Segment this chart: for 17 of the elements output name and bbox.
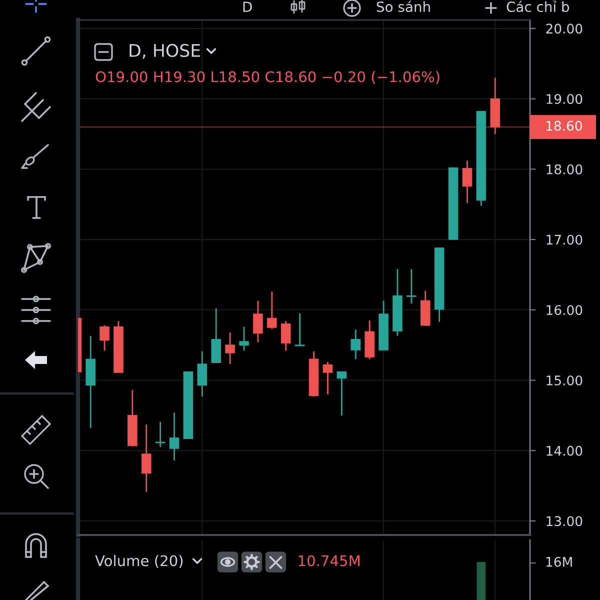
text: So sánh: [376, 0, 430, 12]
y-tick-label: 20.00: [546, 24, 582, 34]
y-tick-label: 17.00: [546, 234, 582, 245]
text: D: [243, 2, 252, 12]
text: D, HOSE: [130, 44, 200, 59]
y-tick-label: 19.00: [546, 94, 582, 104]
text: 16M: [546, 556, 572, 567]
chart-title: Volume (20): [95, 554, 183, 568]
annotation: 10.745M: [298, 555, 360, 566]
text: O19.00 H19.30 L18.50 C18.60 −0.20 (−1.06%): [96, 70, 440, 84]
y-tick-label: 14.00: [546, 446, 582, 456]
text: Các chỉ b: [506, 0, 570, 12]
y-tick-label: 15.00: [546, 375, 582, 386]
ref-line-label: 18.60: [546, 120, 582, 131]
y-tick-label: 16.00: [546, 305, 582, 316]
y-tick-label: 18.00: [546, 164, 582, 174]
y-tick-label: 13.00: [546, 516, 582, 526]
